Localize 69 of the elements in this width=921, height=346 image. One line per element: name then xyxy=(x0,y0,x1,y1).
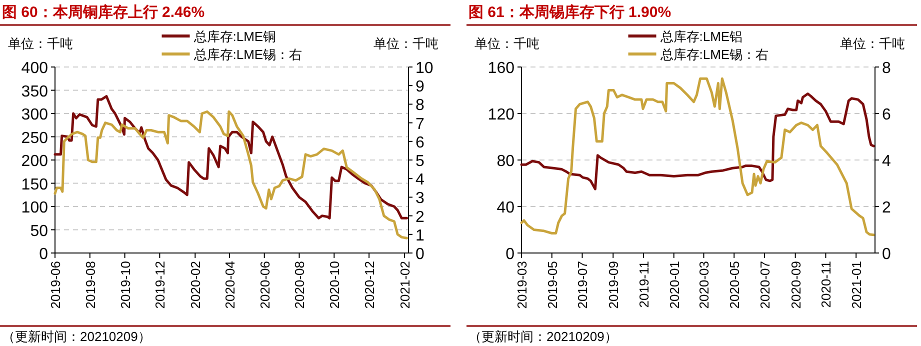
y2-tick-label: 6 xyxy=(882,106,891,124)
x-tick-label: 2020-11 xyxy=(818,261,834,308)
y2-tick-label: 7 xyxy=(416,116,424,133)
x-tick-label: 2019-03 xyxy=(514,261,530,309)
chart-title: 图 61：本周锡库存下行 1.90% xyxy=(468,3,672,21)
y2-tick-label: 0 xyxy=(416,246,424,263)
y-tick-label: 160 xyxy=(488,60,515,77)
y-tick-label: 120 xyxy=(488,106,515,124)
y2-tick-label: 5 xyxy=(416,153,424,170)
y2-tick-label: 2 xyxy=(416,208,424,226)
y2-tick-label: 1 xyxy=(416,227,424,244)
x-tick-label: 2019-06 xyxy=(48,261,63,309)
y-tick-label: 300 xyxy=(21,106,48,124)
x-tick-label: 2019-07 xyxy=(575,261,590,309)
y-tick-label: 0 xyxy=(39,246,48,263)
text: 单位：千吨 xyxy=(840,36,905,51)
y2-tick-label: 9 xyxy=(416,78,424,96)
x-tick-label: 2019-08 xyxy=(82,261,98,309)
x-tick-label: 2020-02 xyxy=(188,261,204,309)
y-tick-label: 200 xyxy=(21,153,48,170)
y-tick-label: 250 xyxy=(21,130,48,147)
y-tick-label: 50 xyxy=(30,222,48,240)
x-tick-label: 2021-02 xyxy=(397,261,412,309)
text: 单位：千吨 xyxy=(474,36,540,51)
x-tick-label: 2020-04 xyxy=(222,261,238,309)
legend-label: 总库存:LME锡：右 xyxy=(192,47,302,62)
x-tick-label: 2020-08 xyxy=(292,261,308,309)
y-tick-label: 80 xyxy=(496,153,515,170)
line-series xyxy=(54,110,408,240)
y2-tick-label: 0 xyxy=(882,246,891,263)
y-tick-label: 350 xyxy=(21,83,48,100)
y2-tick-label: 3 xyxy=(416,190,424,208)
chart-title: 图 60：本周铜库存上行 2.46% xyxy=(2,3,205,21)
x-tick-label: 2019-05 xyxy=(544,261,560,309)
y2-tick-label: 6 xyxy=(416,134,424,152)
y2-tick-label: 10 xyxy=(416,60,434,77)
text: （更新时间：20210209） xyxy=(2,329,151,344)
x-tick-label: 2020-09 xyxy=(788,261,804,309)
y-tick-label: 40 xyxy=(496,200,515,216)
x-tick-label: 2020-10 xyxy=(327,261,342,309)
x-tick-label: 2020-01 xyxy=(666,261,682,309)
y2-tick-label: 8 xyxy=(882,60,891,77)
y2-tick-label: 2 xyxy=(882,200,891,216)
x-tick-label: 2020-06 xyxy=(257,261,272,309)
x-tick-label: 2019-11 xyxy=(636,261,652,308)
legend-label: 总库存:LME铜 xyxy=(192,29,276,44)
text: （更新时间：20210209） xyxy=(468,329,618,344)
x-tick-label: 2019-10 xyxy=(118,261,133,309)
line-series xyxy=(520,77,875,236)
y-tick-label: 400 xyxy=(21,60,48,77)
line-series xyxy=(520,92,875,190)
y-tick-label: 100 xyxy=(21,200,48,216)
text: 单位：千吨 xyxy=(374,36,438,51)
text: 单位：千吨 xyxy=(8,36,73,51)
legend-label: 总库存:LME铝 xyxy=(659,29,743,44)
legend-label: 总库存:LME锡：右 xyxy=(659,47,769,62)
x-tick-label: 2020-07 xyxy=(757,261,772,309)
x-tick-label: 2020-12 xyxy=(362,261,378,309)
line-series xyxy=(54,95,408,220)
x-tick-label: 2020-05 xyxy=(727,261,742,309)
x-tick-label: 2020-03 xyxy=(696,261,712,309)
y-tick-label: 150 xyxy=(21,176,48,194)
y2-tick-label: 4 xyxy=(882,153,891,170)
x-tick-label: 2021-01 xyxy=(849,261,864,309)
y2-tick-label: 8 xyxy=(416,97,424,114)
x-tick-label: 2019-12 xyxy=(152,261,168,309)
y-tick-label: 0 xyxy=(506,246,515,263)
y2-tick-label: 4 xyxy=(416,172,424,189)
x-tick-label: 2019-09 xyxy=(606,261,622,309)
